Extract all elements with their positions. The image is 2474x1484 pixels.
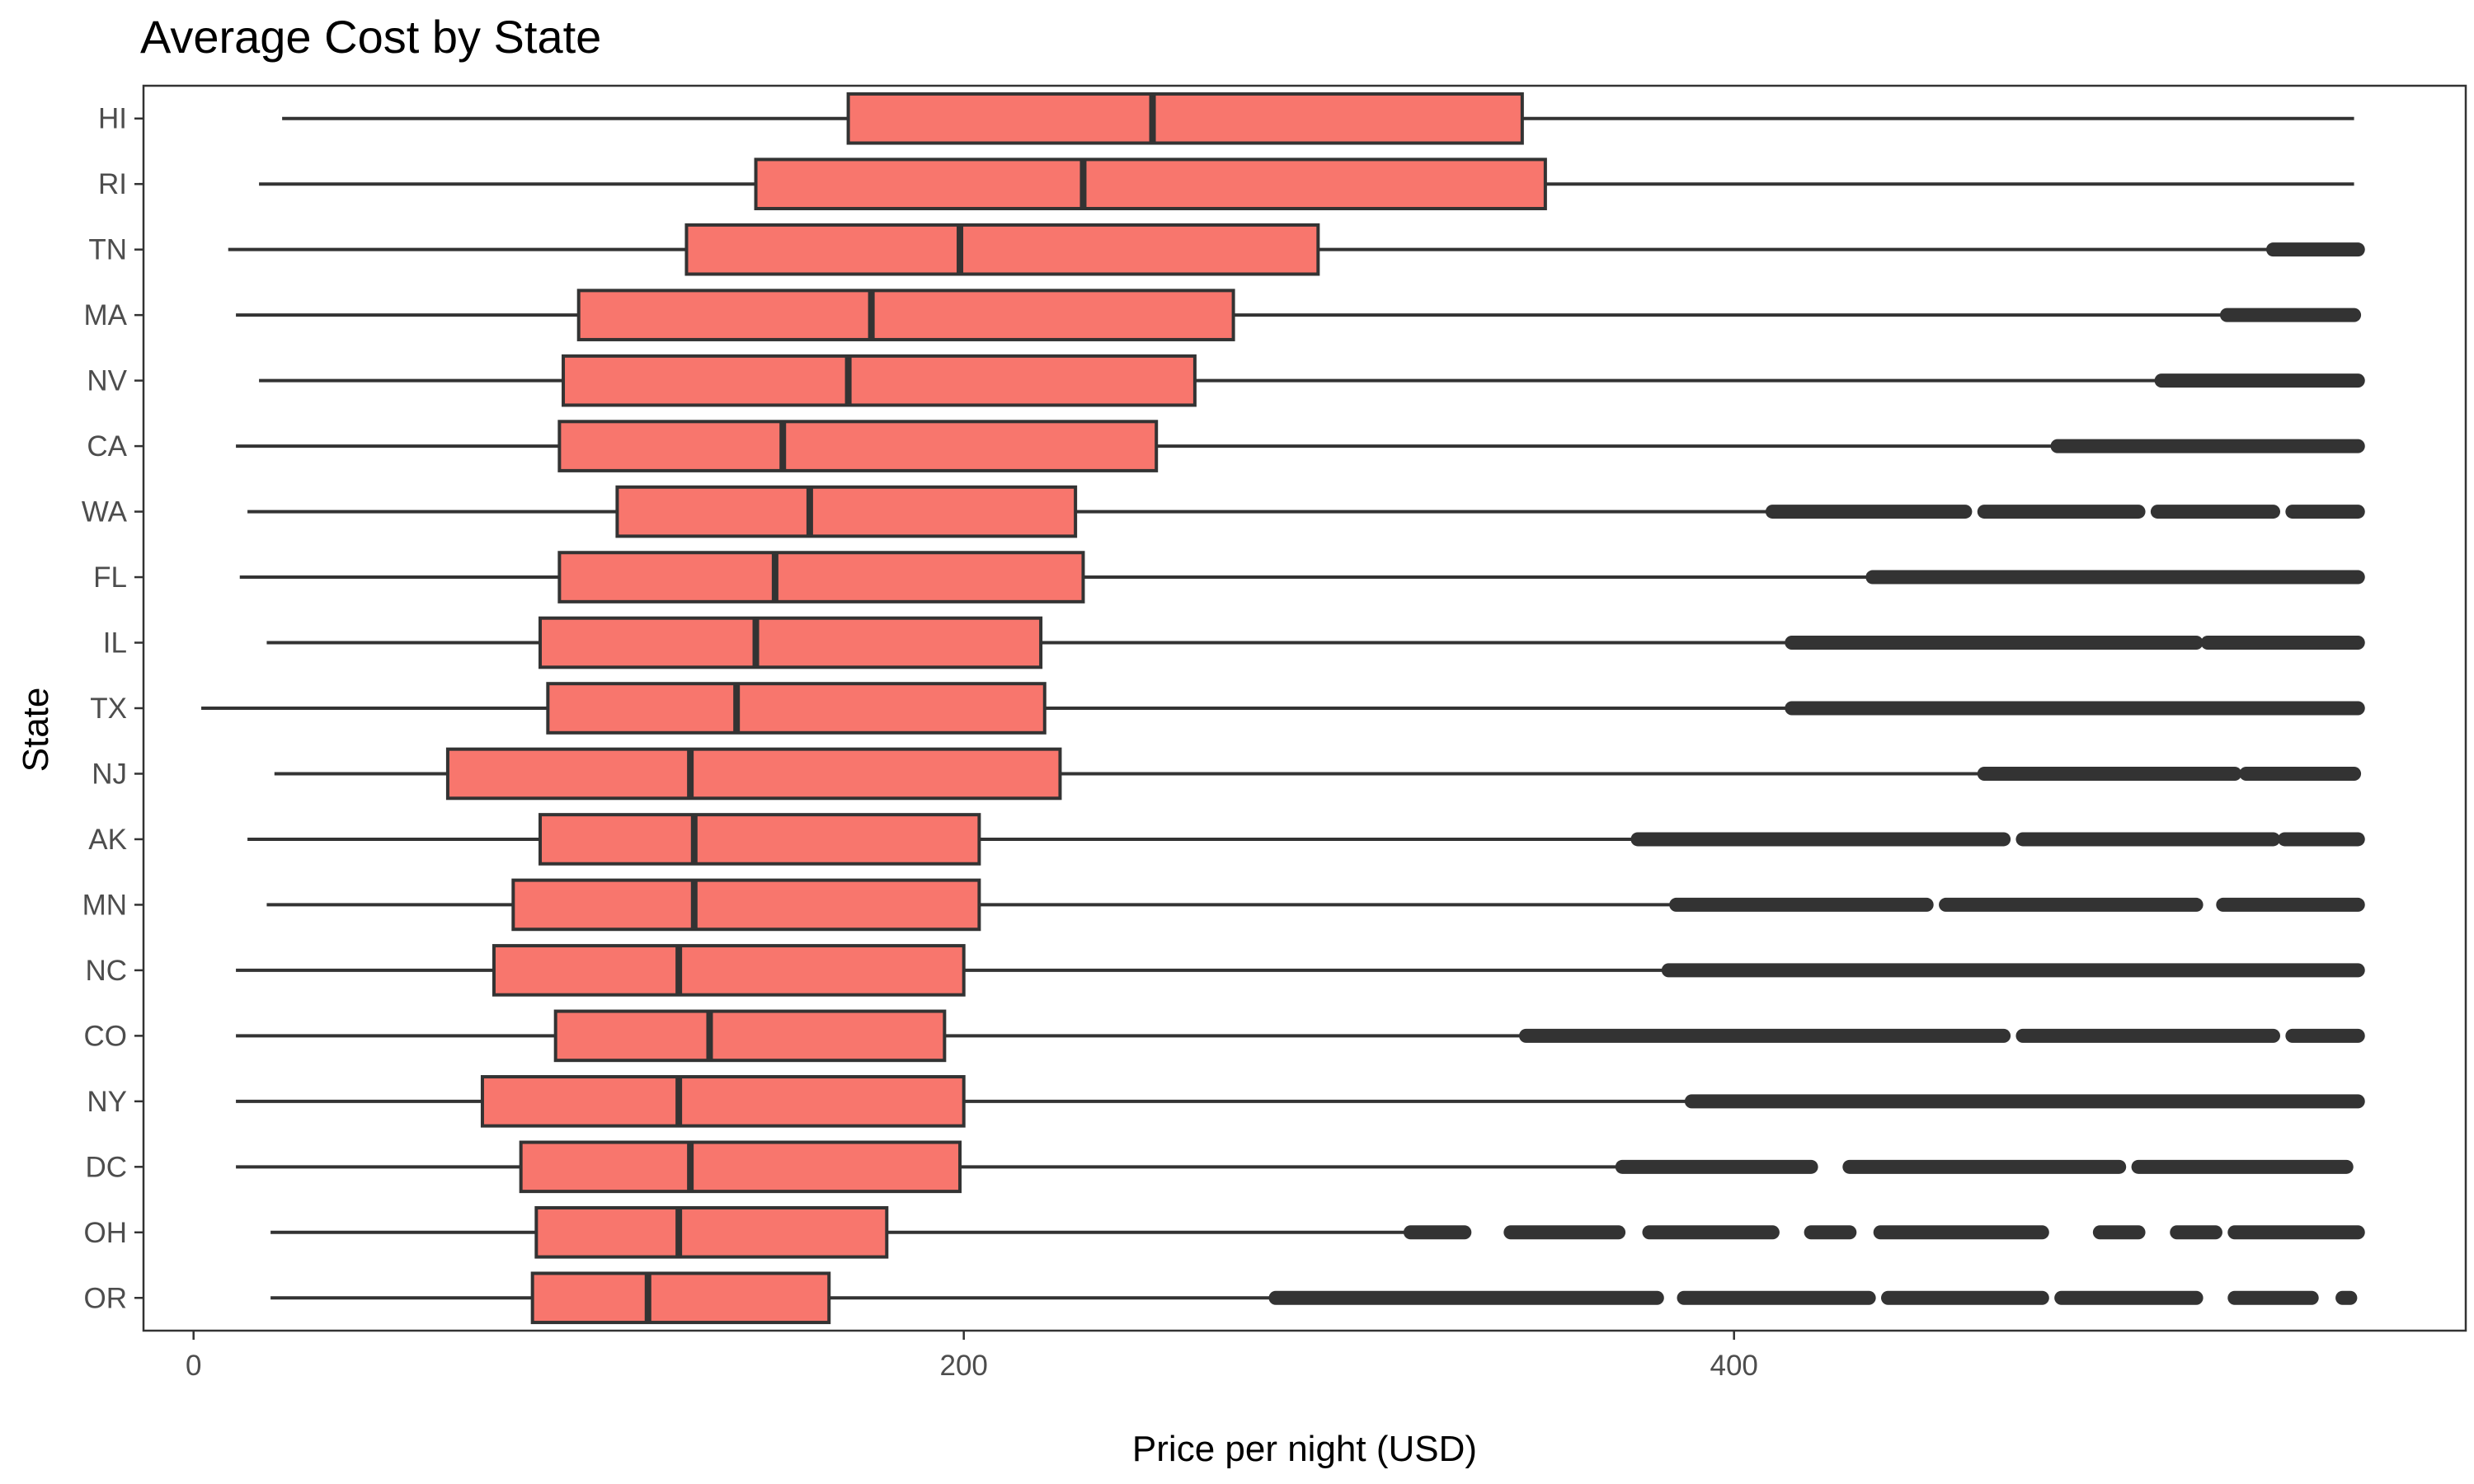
box-ak <box>247 813 2365 866</box>
y-tick-label: HI <box>98 103 127 135</box>
box-fl <box>239 551 2365 603</box>
iqr-box <box>846 92 1524 145</box>
box-ma <box>236 289 2362 341</box>
box-co <box>236 1009 2365 1063</box>
x-tick-label: 0 <box>186 1350 201 1382</box>
iqr-box <box>562 354 1197 407</box>
box-wa <box>247 485 2365 538</box>
iqr-box <box>615 485 1078 538</box>
iqr-box <box>576 289 1235 341</box>
box-nj <box>274 747 2362 801</box>
iqr-box <box>546 682 1047 735</box>
y-tick-label: TN <box>88 234 127 266</box>
iqr-box <box>534 1205 889 1259</box>
y-tick-label: CA <box>87 430 127 463</box>
box-ny <box>236 1075 2365 1128</box>
iqr-box <box>530 1271 831 1325</box>
box-tn <box>228 223 2365 276</box>
y-tick-label: CO <box>84 1020 128 1052</box>
y-tick-label: RI <box>98 168 127 200</box>
iqr-box <box>684 223 1320 276</box>
y-tick-label: IL <box>103 627 127 660</box>
box-tx <box>201 682 2365 735</box>
y-axis: HI RI TN MA NV CA WA FL IL TX NJ AK MN NC CO NY DC OH OR <box>82 103 143 1314</box>
y-tick-label: MA <box>84 299 128 331</box>
y-tick-label: OR <box>84 1282 128 1314</box>
iqr-box <box>480 1075 966 1128</box>
iqr-box <box>754 157 1547 211</box>
iqr-box <box>553 1009 947 1063</box>
box-ca <box>236 420 2365 472</box>
iqr-box <box>557 551 1085 603</box>
boxes-layer <box>201 92 2365 1325</box>
y-tick-label: NC <box>85 955 127 987</box>
y-tick-label: NY <box>87 1086 127 1118</box>
y-tick-label: FL <box>93 561 127 594</box>
y-tick-label: DC <box>85 1151 127 1183</box>
box-dc <box>236 1140 2354 1194</box>
y-tick-label: AK <box>88 824 127 856</box>
iqr-box <box>557 420 1159 472</box>
y-tick-label: WA <box>82 496 128 528</box>
box-or <box>270 1271 2358 1325</box>
x-axis-title: Price per night (USD) <box>1132 1429 1477 1469</box>
box-nv <box>259 354 2365 407</box>
x-axis: 0 200 400 <box>186 1331 1758 1382</box>
box-il <box>266 616 2365 669</box>
iqr-box <box>511 878 981 932</box>
iqr-box <box>445 747 1062 801</box>
y-tick-label: NV <box>87 365 127 397</box>
box-oh <box>270 1205 2365 1259</box>
y-tick-label: TX <box>90 693 127 725</box>
iqr-box <box>539 616 1043 669</box>
y-tick-label: NJ <box>92 758 127 790</box>
x-tick-label: 200 <box>940 1350 988 1382</box>
iqr-box <box>539 813 981 866</box>
box-hi <box>282 92 2354 145</box>
chart-title: Average Cost by State <box>140 11 601 63</box>
iqr-box <box>519 1140 962 1194</box>
iqr-box <box>492 944 966 997</box>
box-nc <box>236 944 2365 997</box>
y-tick-label: OH <box>84 1217 128 1249</box>
y-axis-title: State <box>16 688 56 773</box>
y-tick-label: MN <box>82 889 127 921</box>
box-mn <box>266 878 2365 932</box>
box-ri <box>259 157 2354 211</box>
x-tick-label: 400 <box>1710 1350 1758 1382</box>
